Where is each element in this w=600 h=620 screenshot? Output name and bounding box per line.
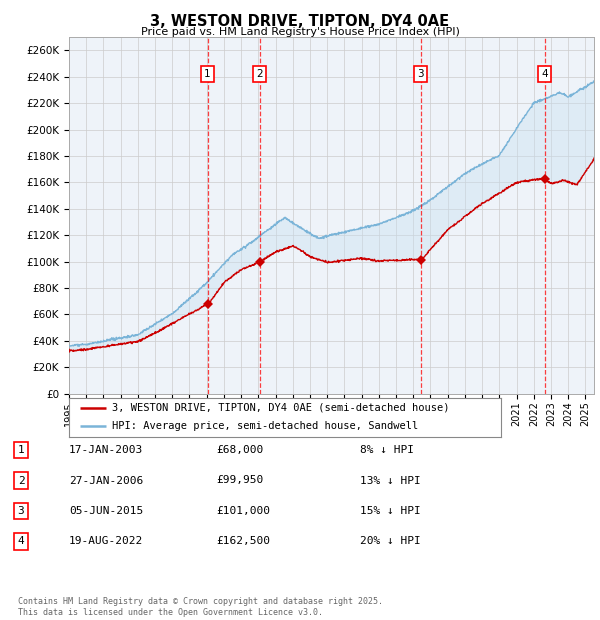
Text: 1: 1 [17, 445, 25, 455]
Text: 8% ↓ HPI: 8% ↓ HPI [360, 445, 414, 455]
Text: HPI: Average price, semi-detached house, Sandwell: HPI: Average price, semi-detached house,… [112, 421, 418, 431]
Text: £162,500: £162,500 [216, 536, 270, 546]
Text: 3, WESTON DRIVE, TIPTON, DY4 0AE (semi-detached house): 3, WESTON DRIVE, TIPTON, DY4 0AE (semi-d… [112, 403, 450, 413]
Text: 2: 2 [17, 476, 25, 485]
Text: 15% ↓ HPI: 15% ↓ HPI [360, 506, 421, 516]
Text: 20% ↓ HPI: 20% ↓ HPI [360, 536, 421, 546]
Text: 27-JAN-2006: 27-JAN-2006 [69, 476, 143, 485]
Text: 2: 2 [256, 69, 263, 79]
Text: Price paid vs. HM Land Registry's House Price Index (HPI): Price paid vs. HM Land Registry's House … [140, 27, 460, 37]
Text: 3: 3 [17, 506, 25, 516]
Text: £68,000: £68,000 [216, 445, 263, 455]
Text: 05-JUN-2015: 05-JUN-2015 [69, 506, 143, 516]
Text: 19-AUG-2022: 19-AUG-2022 [69, 536, 143, 546]
Text: £101,000: £101,000 [216, 506, 270, 516]
Text: 4: 4 [541, 69, 548, 79]
Text: 3, WESTON DRIVE, TIPTON, DY4 0AE: 3, WESTON DRIVE, TIPTON, DY4 0AE [151, 14, 449, 29]
Text: 1: 1 [204, 69, 211, 79]
Text: 3: 3 [418, 69, 424, 79]
Text: 17-JAN-2003: 17-JAN-2003 [69, 445, 143, 455]
Text: £99,950: £99,950 [216, 476, 263, 485]
Text: 4: 4 [17, 536, 25, 546]
Text: 13% ↓ HPI: 13% ↓ HPI [360, 476, 421, 485]
Text: Contains HM Land Registry data © Crown copyright and database right 2025.
This d: Contains HM Land Registry data © Crown c… [18, 598, 383, 617]
